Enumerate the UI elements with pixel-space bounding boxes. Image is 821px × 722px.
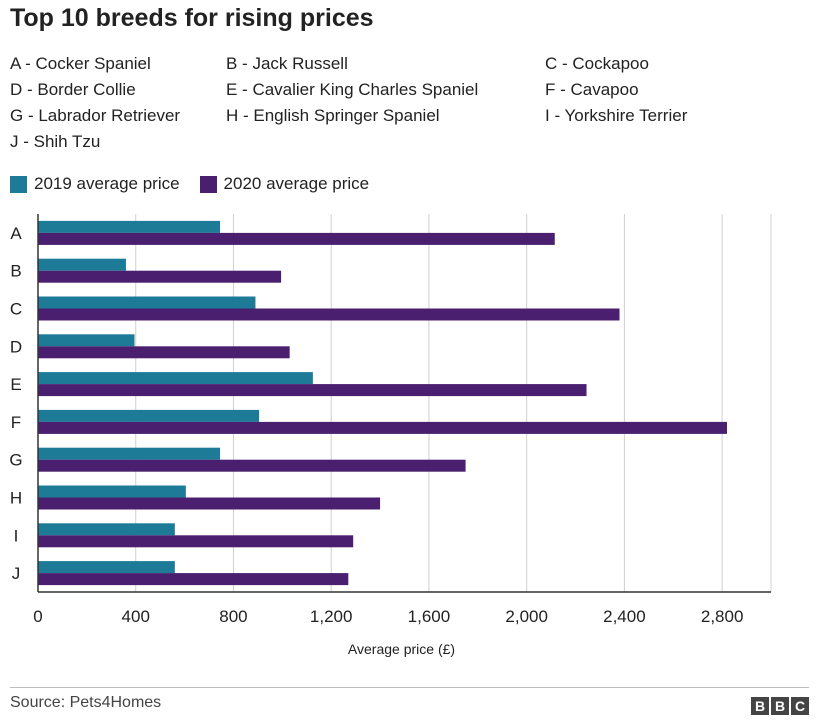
- legend-item-2020: 2020 average price: [199, 174, 370, 194]
- x-tick-label: 1,600: [408, 607, 451, 626]
- logo-letter: B: [771, 697, 789, 715]
- x-tick-label: 800: [219, 607, 247, 626]
- bar-2019-d: [38, 334, 135, 347]
- x-tick-label: 0: [33, 607, 42, 626]
- category-label: I: [14, 526, 19, 545]
- category-label: J: [12, 564, 21, 583]
- category-label: F: [11, 413, 21, 432]
- x-tick-label: 1,200: [310, 607, 353, 626]
- bar-2019-b: [38, 258, 126, 271]
- category-label: B: [10, 262, 21, 281]
- category-label: H: [10, 489, 22, 508]
- breed-key-item: H - English Springer Spaniel: [226, 106, 440, 125]
- breed-key-item: C - Cockapoo: [545, 54, 649, 73]
- bar-2019-g: [38, 447, 221, 460]
- bar-2020-g: [38, 459, 466, 472]
- bar-2019-i: [38, 523, 175, 536]
- breed-key-item: E - Cavalier King Charles Spaniel: [226, 80, 479, 99]
- breed-key-item: D - Border Collie: [10, 80, 136, 99]
- logo-letter: B: [751, 697, 769, 715]
- bar-2019-e: [38, 372, 313, 385]
- breed-key-item: G - Labrador Retriever: [10, 106, 181, 125]
- category-label: G: [9, 451, 22, 470]
- legend-swatch-2020: [199, 175, 217, 193]
- legend-item-2019: 2019 average price: [10, 174, 180, 194]
- bar-2019-h: [38, 485, 186, 498]
- category-label: D: [10, 337, 22, 356]
- source-note: Source: Pets4Homes: [10, 694, 162, 711]
- breed-key-item: F - Cavapoo: [545, 80, 639, 99]
- bar-2020-c: [38, 308, 620, 321]
- x-tick-label: 400: [122, 607, 150, 626]
- logo-letter: C: [791, 697, 809, 715]
- legend-swatch-2019: [10, 175, 27, 193]
- bar-2020-e: [38, 384, 587, 397]
- bbc-logo: B B C: [751, 697, 809, 715]
- category-label: E: [10, 375, 21, 394]
- bar-2020-f: [38, 421, 728, 434]
- category-label: A: [10, 224, 22, 243]
- breed-key-item: I - Yorkshire Terrier: [545, 106, 688, 125]
- bar-2019-j: [38, 561, 175, 574]
- bar-2019-a: [38, 220, 221, 233]
- x-tick-label: 2,400: [603, 607, 646, 626]
- chart-legend: 2019 average price 2020 average price: [10, 173, 389, 195]
- x-tick-label: 2,000: [505, 607, 548, 626]
- chart-title: Top 10 breeds for rising prices: [10, 4, 374, 32]
- breed-key-item: A - Cocker Spaniel: [10, 54, 151, 73]
- x-axis-title: Average price (£): [348, 641, 455, 657]
- x-tick-label: 2,800: [701, 607, 744, 626]
- bar-2020-a: [38, 232, 555, 245]
- legend-label-2019: 2019 average price: [34, 174, 180, 193]
- bar-2019-f: [38, 409, 260, 422]
- legend-label-2020: 2020 average price: [223, 174, 370, 193]
- category-label: C: [10, 300, 22, 319]
- bar-2020-b: [38, 270, 282, 283]
- bar-2020-i: [38, 535, 354, 548]
- bar-2020-h: [38, 497, 381, 510]
- breed-key-item: J - Shih Tzu: [10, 132, 101, 151]
- bar-2019-c: [38, 296, 256, 309]
- bar-2020-d: [38, 346, 290, 359]
- breed-key-item: B - Jack Russell: [226, 54, 348, 73]
- source-divider: [10, 687, 809, 688]
- bar-2020-j: [38, 573, 349, 586]
